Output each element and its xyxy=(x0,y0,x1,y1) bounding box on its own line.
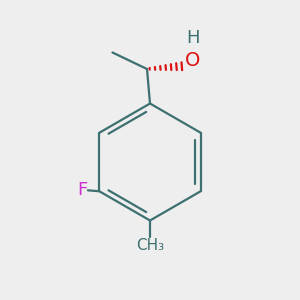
Text: O: O xyxy=(185,51,201,70)
Text: CH₃: CH₃ xyxy=(136,238,164,253)
Text: F: F xyxy=(78,181,88,199)
Text: H: H xyxy=(186,29,200,47)
